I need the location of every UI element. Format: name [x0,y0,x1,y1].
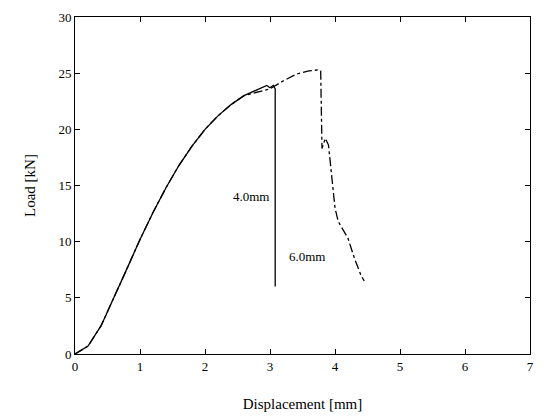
svg-text:25: 25 [58,66,71,81]
svg-text:3: 3 [267,359,274,374]
svg-text:4: 4 [332,359,339,374]
svg-text:20: 20 [58,122,71,137]
svg-text:5: 5 [65,290,72,305]
svg-text:30: 30 [58,10,71,25]
svg-text:6: 6 [462,359,469,374]
svg-text:15: 15 [58,178,71,193]
svg-text:1: 1 [137,359,144,374]
svg-text:0: 0 [65,347,72,362]
svg-text:6.0mm: 6.0mm [289,249,325,264]
svg-text:7: 7 [527,359,534,374]
svg-text:Displacement [mm]: Displacement [mm] [243,396,363,412]
svg-text:0: 0 [72,359,79,374]
svg-text:5: 5 [397,359,404,374]
svg-text:Load [kN]: Load [kN] [22,154,38,217]
svg-text:4.0mm: 4.0mm [233,189,269,204]
svg-text:10: 10 [58,234,71,249]
svg-text:2: 2 [202,359,209,374]
